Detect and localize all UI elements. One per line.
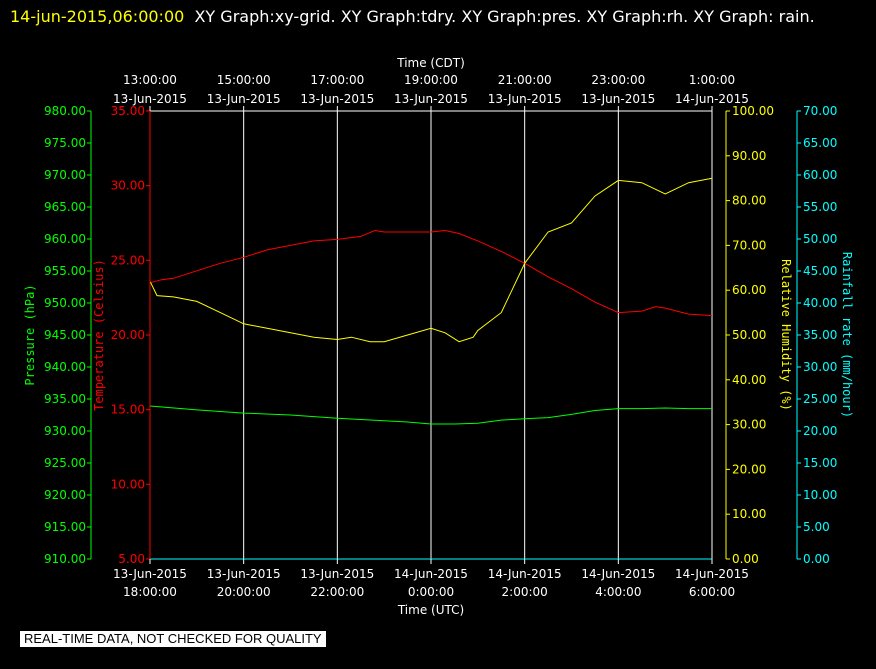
- humidity-tick-label: 70.00: [732, 238, 766, 252]
- humidity-axis: 0.00 10.00 20.00 30.00 40.00 50.00 60.00 70.00 8…: [725, 104, 793, 566]
- bottom-tick-time: 18:00:00: [123, 585, 177, 599]
- pressure-tick-label: 925.00: [44, 456, 86, 470]
- bottom-tick-date: 13-Jun-2015: [300, 567, 374, 581]
- pressure-tick-label: 960.00: [44, 232, 86, 246]
- bottom-time-axis: 13-Jun-2015 18:00:00 13-Jun-2015 20:00:00 13…: [113, 559, 749, 617]
- temperature-tick-label: 30.00: [111, 179, 145, 193]
- rain-tick-label: 70.00: [803, 104, 837, 118]
- humidity-axis-label: Relative Humidity (%): [779, 259, 793, 411]
- bottom-tick-time: 22:00:00: [310, 585, 364, 599]
- pressure-tick-label: 940.00: [44, 360, 86, 374]
- top-tick-date: 13-Jun-2015: [488, 92, 562, 106]
- pressure-tick-label: 930.00: [44, 424, 86, 438]
- bottom-tick-date: 14-Jun-2015: [581, 567, 655, 581]
- top-tick-date: 13-Jun-2015: [207, 92, 281, 106]
- bottom-tick-time: 2:00:00: [502, 585, 548, 599]
- temperature-series-line: [149, 229, 713, 317]
- pressure-tick-label: 945.00: [44, 328, 86, 342]
- rain-tick-label: 10.00: [803, 488, 837, 502]
- pressure-series-line: [149, 405, 712, 425]
- pressure-tick-label: 915.00: [44, 520, 86, 534]
- rain-tick-label: 60.00: [803, 168, 837, 182]
- grid-lines: [243, 111, 619, 559]
- humidity-tick-label: 40.00: [732, 373, 766, 387]
- humidity-tick-label: 30.00: [732, 418, 766, 432]
- bottom-tick-date: 14-Jun-2015: [675, 567, 749, 581]
- rain-tick-label: 55.00: [803, 200, 837, 214]
- bottom-tick-time: 20:00:00: [217, 585, 271, 599]
- rain-tick-label: 65.00: [803, 136, 837, 150]
- rain-tick-label: 5.00: [803, 520, 830, 534]
- pressure-axis: 910.00 915.00 920.00 925.00 930.00 935.00 940.…: [23, 104, 92, 566]
- rain-tick-label: 40.00: [803, 296, 837, 310]
- rain-tick-label: 25.00: [803, 392, 837, 406]
- bottom-axis-label: Time (UTC): [397, 603, 464, 617]
- top-time-axis: Time (CDT) 13:00:00 13-Jun-2015 15:00:00 13-…: [113, 56, 749, 111]
- top-tick-time: 21:00:00: [498, 73, 552, 87]
- humidity-tick-label: 50.00: [732, 328, 766, 342]
- rain-tick-label: 20.00: [803, 424, 837, 438]
- humidity-tick-label: 0.00: [732, 552, 759, 566]
- temperature-tick-label: 5.00: [118, 552, 145, 566]
- bottom-tick-date: 14-Jun-2015: [394, 567, 468, 581]
- pressure-tick-label: 950.00: [44, 296, 86, 310]
- rain-tick-label: 50.00: [803, 232, 837, 246]
- pressure-axis-label: Pressure (hPa): [23, 284, 37, 385]
- top-tick-time: 1:00:00: [689, 73, 735, 87]
- humidity-tick-label: 10.00: [732, 507, 766, 521]
- bottom-tick-time: 6:00:00: [689, 585, 735, 599]
- top-axis-label: Time (CDT): [396, 56, 465, 70]
- pressure-tick-label: 980.00: [44, 104, 86, 118]
- bottom-tick-date: 13-Jun-2015: [207, 567, 281, 581]
- top-tick-time: 17:00:00: [310, 73, 364, 87]
- rain-tick-label: 15.00: [803, 456, 837, 470]
- rain-tick-label: 30.00: [803, 360, 837, 374]
- top-tick-time: 15:00:00: [217, 73, 271, 87]
- timestamp: 14-jun-2015,06:00:00: [10, 7, 185, 26]
- rain-tick-label: 0.00: [803, 552, 830, 566]
- top-tick-date: 14-Jun-2015: [675, 92, 749, 106]
- rain-tick-label: 45.00: [803, 264, 837, 278]
- quality-notice: REAL-TIME DATA, NOT CHECKED FOR QUALITY: [20, 631, 326, 647]
- humidity-series-line: [149, 177, 713, 343]
- pressure-tick-label: 955.00: [44, 264, 86, 278]
- top-tick-time: 13:00:00: [123, 73, 177, 87]
- bottom-tick-time: 4:00:00: [595, 585, 641, 599]
- temperature-axis: 5.00 10.00 15.00 20.00 25.00 30.00 35.00 Temper…: [92, 104, 151, 566]
- pressure-tick-label: 920.00: [44, 488, 86, 502]
- rain-axis-label: Rainfall rate (mm/hour): [840, 252, 854, 418]
- temperature-tick-label: 15.00: [111, 403, 145, 417]
- top-tick-date: 13-Jun-2015: [581, 92, 655, 106]
- temperature-tick-label: 25.00: [111, 253, 145, 267]
- bottom-tick-date: 13-Jun-2015: [113, 567, 187, 581]
- rain-axis: 0.00 5.00 10.00 15.00 20.00 25.00 30.00 35.00 40…: [796, 104, 854, 566]
- bottom-tick-date: 14-Jun-2015: [488, 567, 562, 581]
- top-tick-date: 13-Jun-2015: [300, 92, 374, 106]
- temperature-axis-label: Temperature (Celsius): [92, 259, 106, 411]
- pressure-tick-label: 975.00: [44, 136, 86, 150]
- rain-tick-label: 35.00: [803, 328, 837, 342]
- pressure-tick-label: 935.00: [44, 392, 86, 406]
- pressure-tick-label: 970.00: [44, 168, 86, 182]
- graph-list: XY Graph:xy-grid. XY Graph:tdry. XY Grap…: [194, 7, 815, 26]
- humidity-tick-label: 90.00: [732, 149, 766, 163]
- top-tick-date: 13-Jun-2015: [394, 92, 468, 106]
- top-tick-time: 23:00:00: [591, 73, 645, 87]
- temperature-tick-label: 35.00: [111, 104, 145, 118]
- humidity-tick-label: 80.00: [732, 194, 766, 208]
- top-tick-date: 13-Jun-2015: [113, 92, 187, 106]
- humidity-tick-label: 100.00: [732, 104, 774, 118]
- pressure-tick-label: 910.00: [44, 552, 86, 566]
- pressure-tick-label: 965.00: [44, 200, 86, 214]
- temperature-tick-label: 10.00: [111, 477, 145, 491]
- temperature-tick-label: 20.00: [111, 328, 145, 342]
- humidity-tick-label: 20.00: [732, 462, 766, 476]
- graph-header: 14-jun-2015,06:00:00 XY Graph:xy-grid. X…: [10, 2, 860, 32]
- top-tick-time: 19:00:00: [404, 73, 458, 87]
- bottom-tick-time: 0:00:00: [408, 585, 454, 599]
- humidity-tick-label: 60.00: [732, 283, 766, 297]
